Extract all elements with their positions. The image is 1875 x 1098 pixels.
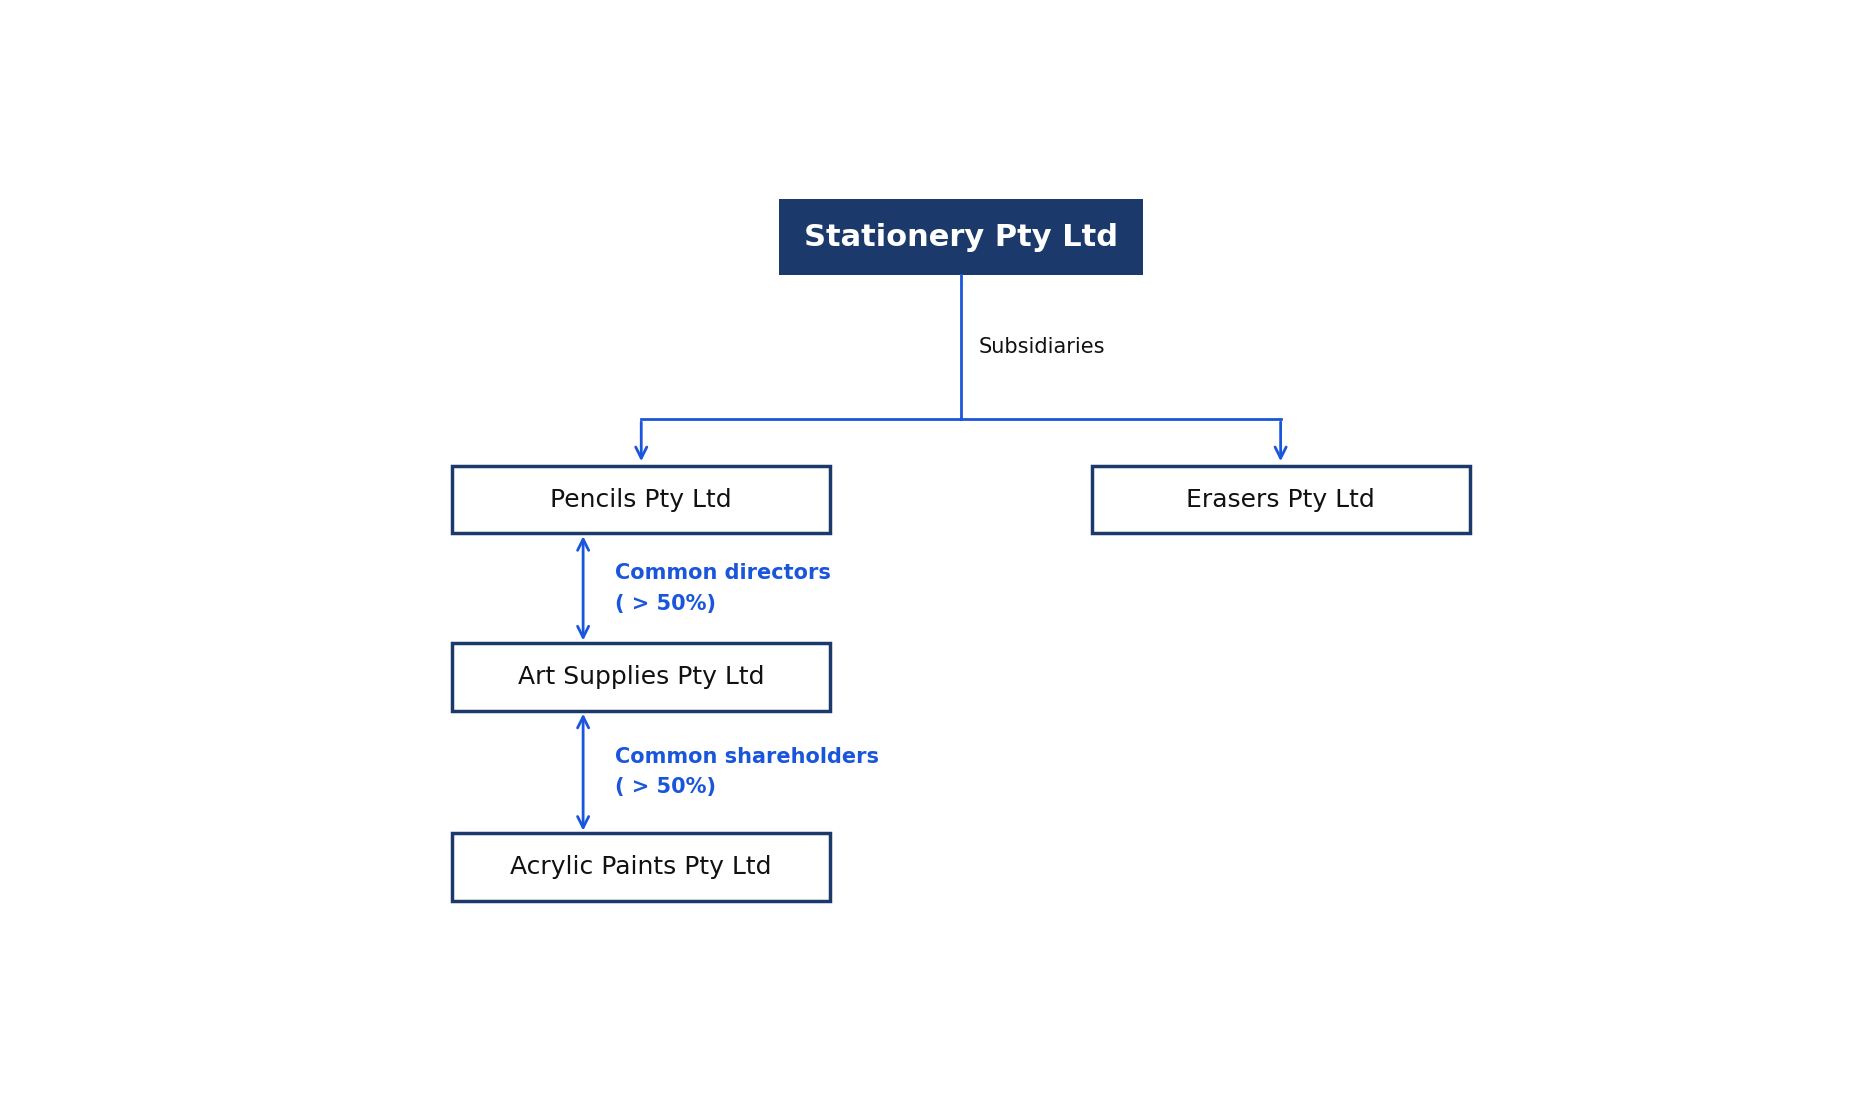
Bar [452,833,831,901]
Text: Subsidiaries: Subsidiaries [979,337,1104,357]
Text: ( > 50%): ( > 50%) [615,594,716,614]
Text: Common shareholders: Common shareholders [615,747,879,768]
Text: Acrylic Paints Pty Ltd: Acrylic Paints Pty Ltd [510,855,772,879]
Text: Common directors: Common directors [615,563,831,583]
Text: Stationery Pty Ltd: Stationery Pty Ltd [804,223,1118,251]
Text: Erasers Pty Ltd: Erasers Pty Ltd [1187,488,1374,512]
Bar [452,643,831,710]
Bar [780,200,1142,276]
Text: ( > 50%): ( > 50%) [615,777,716,797]
Text: Art Supplies Pty Ltd: Art Supplies Pty Ltd [518,665,765,690]
Bar [452,466,831,534]
Text: Pencils Pty Ltd: Pencils Pty Ltd [551,488,731,512]
Bar [1091,466,1470,534]
